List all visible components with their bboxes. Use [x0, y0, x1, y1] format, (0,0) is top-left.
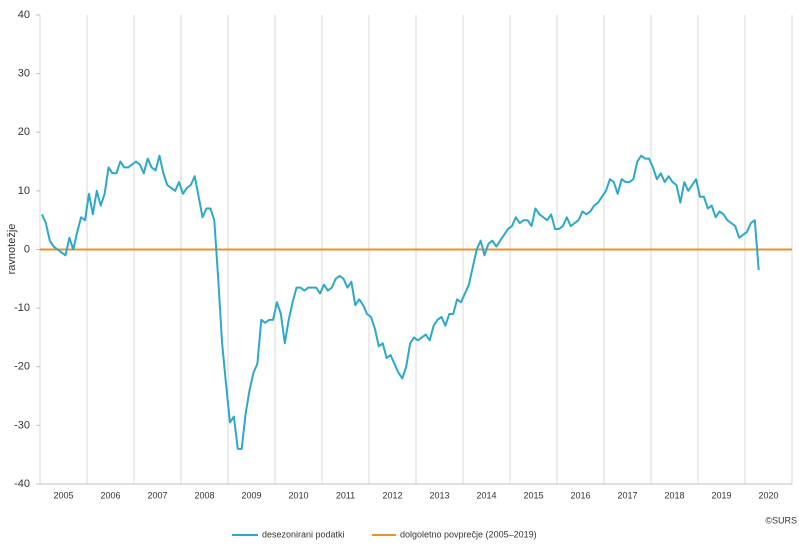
x-tick-label: 2014	[476, 490, 496, 500]
x-tick-label: 2019	[711, 490, 731, 500]
y-tick-label: 30	[18, 68, 30, 80]
y-tick-label: 40	[18, 9, 30, 21]
legend-label: dolgoletno povprečje (2005–2019)	[400, 529, 537, 539]
legend-label: desezonirani podatki	[262, 529, 345, 539]
y-axis-label: ravnotežje	[6, 224, 18, 275]
x-tick-label: 2016	[570, 490, 590, 500]
x-tick-label: 2009	[241, 490, 261, 500]
source: ©SURS	[765, 515, 797, 525]
x-tick-label: 2006	[100, 490, 120, 500]
y-tick-label: -40	[14, 478, 30, 490]
x-tick-label: 2017	[617, 490, 637, 500]
y-tick-label: 10	[18, 185, 30, 197]
y-tick-label: 20	[18, 126, 30, 138]
x-tick-label: 2020	[758, 490, 778, 500]
x-tick-label: 2012	[382, 490, 402, 500]
x-tick-label: 2010	[288, 490, 308, 500]
data-line	[41, 154, 760, 450]
y-tick-label: 0	[24, 243, 30, 255]
x-tick-label: 2005	[53, 490, 73, 500]
x-tick-label: 2011	[336, 490, 355, 500]
y-tick-label: -30	[14, 419, 30, 431]
x-tick-label: 2015	[523, 490, 543, 500]
x-tick-label: 2013	[429, 490, 449, 500]
x-tick-label: 2007	[147, 490, 167, 500]
y-tick-label: -10	[14, 302, 30, 314]
y-tick-label: -20	[14, 361, 30, 373]
x-tick-label: 2008	[194, 490, 214, 500]
x-tick-label: 2018	[664, 490, 684, 500]
